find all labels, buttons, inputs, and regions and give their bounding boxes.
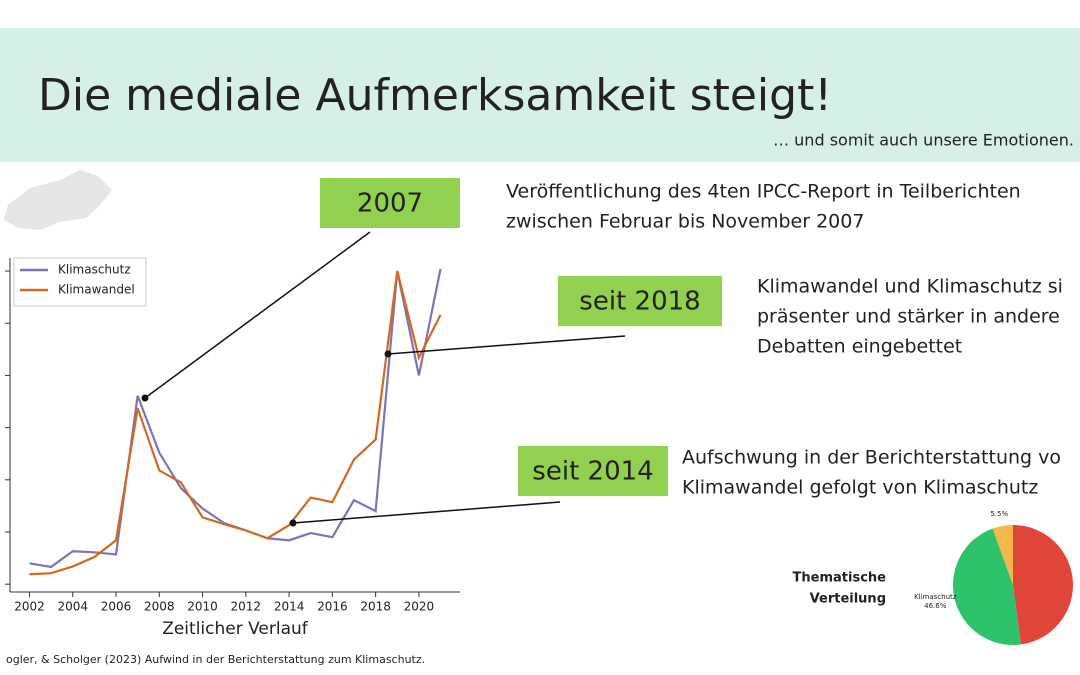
map-icon xyxy=(4,170,112,230)
annotation-text: Klimawandel und Klimaschutz si xyxy=(757,276,1063,298)
header-band xyxy=(0,28,1080,162)
pie-slice xyxy=(1013,525,1074,645)
charts: 2002 2004 2006 2008 2010 2012 2014 2016 2018 2020… xyxy=(5,263,1074,645)
x-tick-label: 2004 xyxy=(57,600,88,614)
x-axis-label: Zeitlicher Verlauf xyxy=(162,619,309,639)
x-tick-label: 2006 xyxy=(101,600,132,614)
annotation-text: Aufschwung in der Berichterstattung vo xyxy=(682,447,1061,469)
callout-box xyxy=(518,446,668,496)
citation: ogler, & Scholger (2023) Aufwind in der … xyxy=(6,653,425,666)
pie-value-label: 5.5% xyxy=(990,510,1008,518)
pie-slice xyxy=(953,528,1021,645)
annotation-text: präsenter und stärker in andere xyxy=(757,306,1060,328)
pie-caption: Thematische xyxy=(793,571,887,586)
x-tick-label: 2016 xyxy=(317,600,348,614)
legend-label: Klimawandel xyxy=(58,283,135,297)
x-tick-label: 2012 xyxy=(231,600,262,614)
callout-dot xyxy=(384,350,392,358)
callout-label: 2007 xyxy=(357,189,423,219)
x-tick-label: 2018 xyxy=(360,600,391,614)
annotation-text: Veröffentlichung des 4ten IPCC-Report in… xyxy=(506,181,1021,203)
callout-box xyxy=(558,276,722,326)
callout-label: seit 2014 xyxy=(532,457,653,487)
x-tick-label: 2014 xyxy=(274,600,305,614)
slide-subtitle: … und somit auch unsere Emotionen. xyxy=(773,131,1074,150)
annotation-text: Debatten eingebettet xyxy=(757,336,962,358)
legend-label: Klimaschutz xyxy=(58,263,131,277)
x-tick-label: 2020 xyxy=(404,600,435,614)
annotation-text: Klimawandel gefolgt von Klimaschutz xyxy=(682,477,1038,499)
pie-value-label: 46.6% xyxy=(924,602,947,610)
pie-slice xyxy=(992,525,1013,585)
x-tick-label: 2008 xyxy=(144,600,175,614)
callout-dot xyxy=(141,394,149,402)
legend xyxy=(13,257,147,307)
pie-label: Klimaschutz xyxy=(914,593,957,601)
slide-title: Die mediale Aufmerksamkeit steigt! xyxy=(38,70,832,121)
callout-line xyxy=(144,231,371,399)
callout-line xyxy=(292,501,561,524)
callout-line xyxy=(387,335,626,355)
data-line xyxy=(29,270,442,576)
x-tick-label: 2002 xyxy=(14,600,45,614)
x-tick-label: 2010 xyxy=(187,600,218,614)
callout-box xyxy=(320,178,460,228)
annotation-text: zwischen Februar bis November 2007 xyxy=(506,211,864,233)
callout-label: seit 2018 xyxy=(579,287,700,317)
plot-background xyxy=(10,252,460,597)
callout-dot xyxy=(289,519,297,527)
pie-caption: Verteilung xyxy=(810,592,886,607)
